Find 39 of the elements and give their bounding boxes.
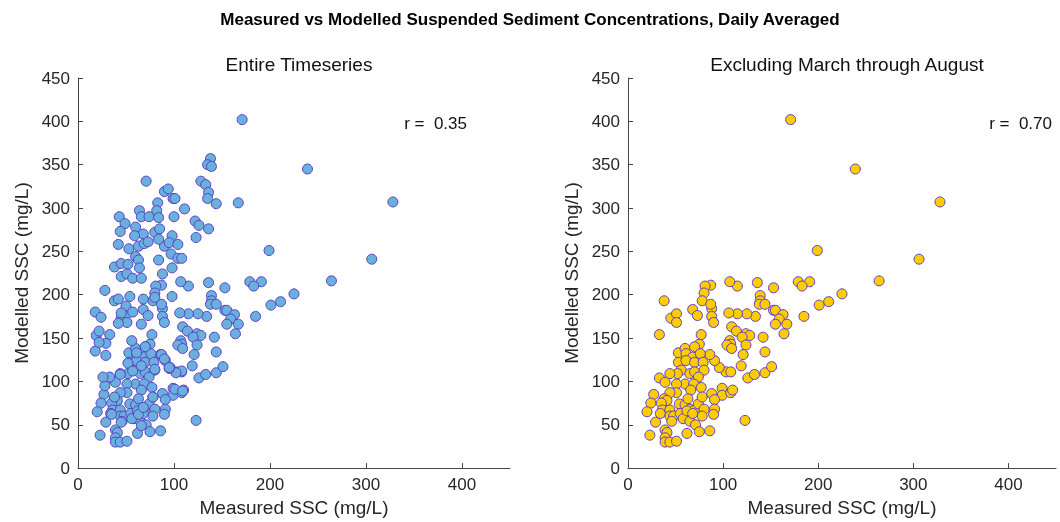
x-tick-label: 200: [255, 475, 285, 495]
y-tick-label: 350: [41, 155, 70, 175]
y-tick-label: 350: [591, 155, 620, 175]
x-tick-label: 100: [159, 475, 189, 495]
y-tick-label: 200: [41, 285, 70, 305]
y-axis-title: Modelled SSC (mg/L): [10, 182, 32, 364]
x-axis-title: Measured SSC (mg/L): [747, 497, 937, 518]
y-tick-label: 250: [591, 241, 620, 261]
y-tick-label: 0: [610, 458, 620, 478]
y-tick-label: 450: [41, 68, 70, 88]
y-tick-label: 100: [41, 371, 70, 391]
x-tick-label: 0: [73, 475, 83, 495]
annotation: r = 0.70: [989, 114, 1053, 133]
y-tick-label: 150: [591, 328, 620, 348]
x-tick-label: 400: [994, 475, 1023, 495]
x-tick-label: 0: [623, 475, 633, 495]
y-tick-label: 300: [41, 198, 70, 218]
y-tick-label: 300: [591, 198, 620, 218]
x-tick-label: 300: [899, 475, 928, 495]
chart-title: Measured vs Modelled Suspended Sediment Concentrations, Daily Averaged: [219, 10, 841, 30]
y-tick-label: 0: [60, 458, 70, 478]
y-tick-label: 450: [591, 68, 620, 88]
y-tick-label: 250: [41, 241, 70, 261]
y-tick-label: 150: [41, 328, 70, 348]
chart-subtitle: Excluding March through August: [710, 54, 985, 75]
x-tick-label: 200: [804, 475, 833, 495]
x-tick-label: 100: [708, 475, 738, 495]
y-tick-label: 50: [601, 415, 620, 435]
y-tick-label: 400: [591, 111, 620, 131]
y-axis-title: Modelled SSC (mg/L): [560, 182, 582, 364]
y-tick-label: 50: [51, 415, 70, 435]
x-tick-label: 300: [351, 475, 381, 495]
annotation: r = 0.35: [404, 114, 468, 133]
y-tick-label: 200: [591, 285, 620, 305]
y-tick-label: 100: [591, 371, 620, 391]
x-tick-label: 400: [447, 475, 477, 495]
y-tick-label: 400: [41, 111, 70, 131]
chart-subtitle: Entire Timeseries: [225, 54, 373, 75]
x-axis-title: Measured SSC (mg/L): [199, 497, 389, 518]
